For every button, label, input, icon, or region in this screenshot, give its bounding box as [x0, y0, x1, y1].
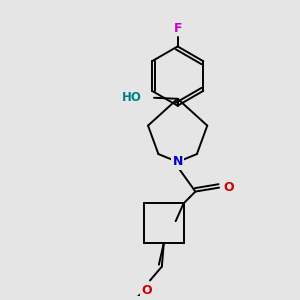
Text: N: N [172, 155, 183, 168]
Text: O: O [223, 181, 234, 194]
Text: F: F [173, 22, 182, 34]
Text: O: O [142, 284, 152, 297]
Text: HO: HO [122, 91, 142, 104]
